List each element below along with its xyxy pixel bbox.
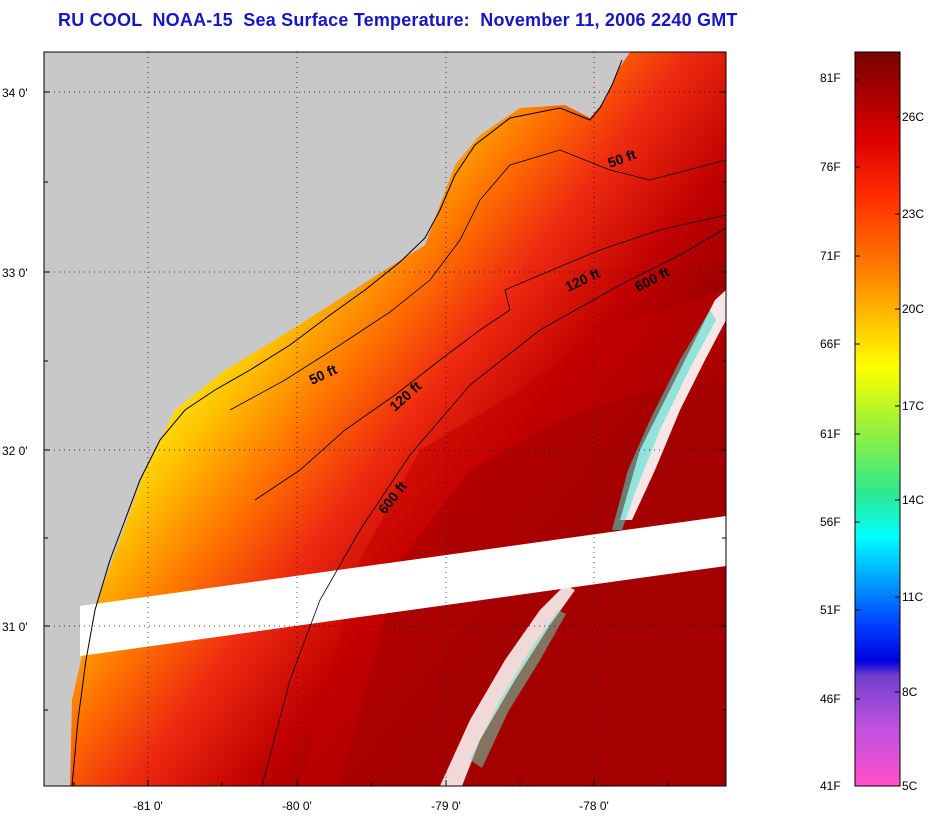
lat-label-31: 31 0' [2,620,28,634]
lon-label-79: -79 0' [431,799,461,813]
cb-f-81: 81F [820,71,841,85]
isobath-50ft [229,149,726,411]
graticule [44,52,726,786]
isobath-600ft [261,227,726,786]
lon-label-78: -78 0' [579,799,609,813]
cb-c-14: 14C [902,493,924,507]
isobath-120ft [254,214,726,501]
axis-ticks [44,91,726,786]
lat-label-34: 34 0' [2,86,28,100]
cb-c-23: 23C [902,207,924,221]
map-title: RU COOL NOAA-15 Sea Surface Temperature:… [58,10,738,30]
cb-f-41: 41F [820,779,841,793]
data-gap-band [80,516,726,656]
lon-label-80: -80 0' [282,799,312,813]
cb-f-51: 51F [820,603,841,617]
cb-f-66: 66F [820,337,841,351]
cb-c-8: 8C [902,685,918,699]
cb-f-56: 56F [820,515,841,529]
lat-label-33: 33 0' [2,266,28,280]
cb-f-76: 76F [820,160,841,174]
cb-c-5: 5C [902,779,918,793]
colorbar-ticks [855,79,900,700]
lon-label-81: -81 0' [133,799,163,813]
cb-c-11: 11C [902,590,923,604]
cb-f-71: 71F [820,249,841,263]
map-frame [43,51,727,787]
cb-c-17: 17C [902,399,924,413]
lat-label-32: 32 0' [2,444,28,458]
cb-c-26: 26C [902,110,924,124]
cb-c-20: 20C [902,302,924,316]
cb-f-61: 61F [820,427,841,441]
colorbar [854,51,901,787]
cb-f-46: 46F [820,692,841,706]
